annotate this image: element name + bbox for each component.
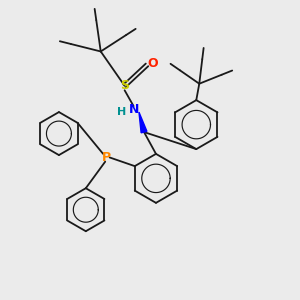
Polygon shape [139, 112, 147, 133]
Text: O: O [147, 57, 158, 70]
Text: P: P [102, 151, 111, 164]
Text: N: N [129, 103, 140, 116]
Text: S: S [120, 79, 129, 92]
Text: H: H [117, 107, 126, 117]
